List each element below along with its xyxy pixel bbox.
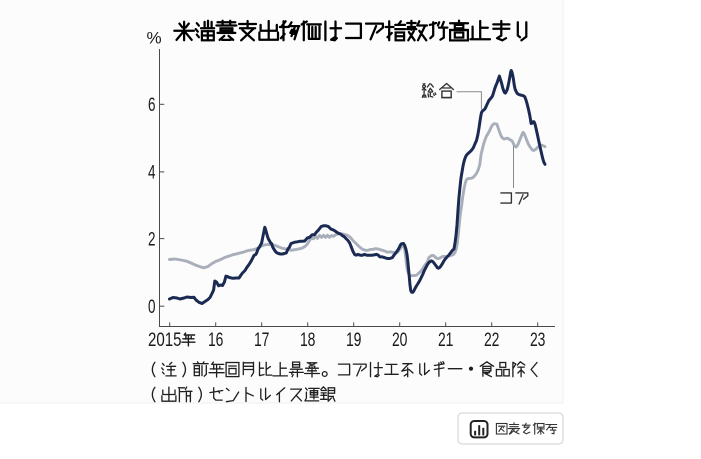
svg-text:20: 20: [392, 329, 408, 351]
svg-text:23: 23: [530, 329, 546, 351]
svg-text:6: 6: [148, 94, 156, 116]
svg-text:21: 21: [438, 329, 454, 351]
svg-text:4: 4: [148, 162, 156, 184]
svg-text:18: 18: [300, 329, 316, 351]
svg-text:%: %: [147, 29, 162, 48]
svg-text:16: 16: [208, 329, 224, 351]
svg-text:2015: 2015: [148, 329, 182, 351]
svg-text:17: 17: [254, 329, 270, 351]
svg-text:22: 22: [484, 329, 500, 351]
svg-text:2: 2: [148, 228, 156, 250]
svg-text:19: 19: [346, 329, 362, 351]
svg-text:0: 0: [148, 296, 156, 318]
